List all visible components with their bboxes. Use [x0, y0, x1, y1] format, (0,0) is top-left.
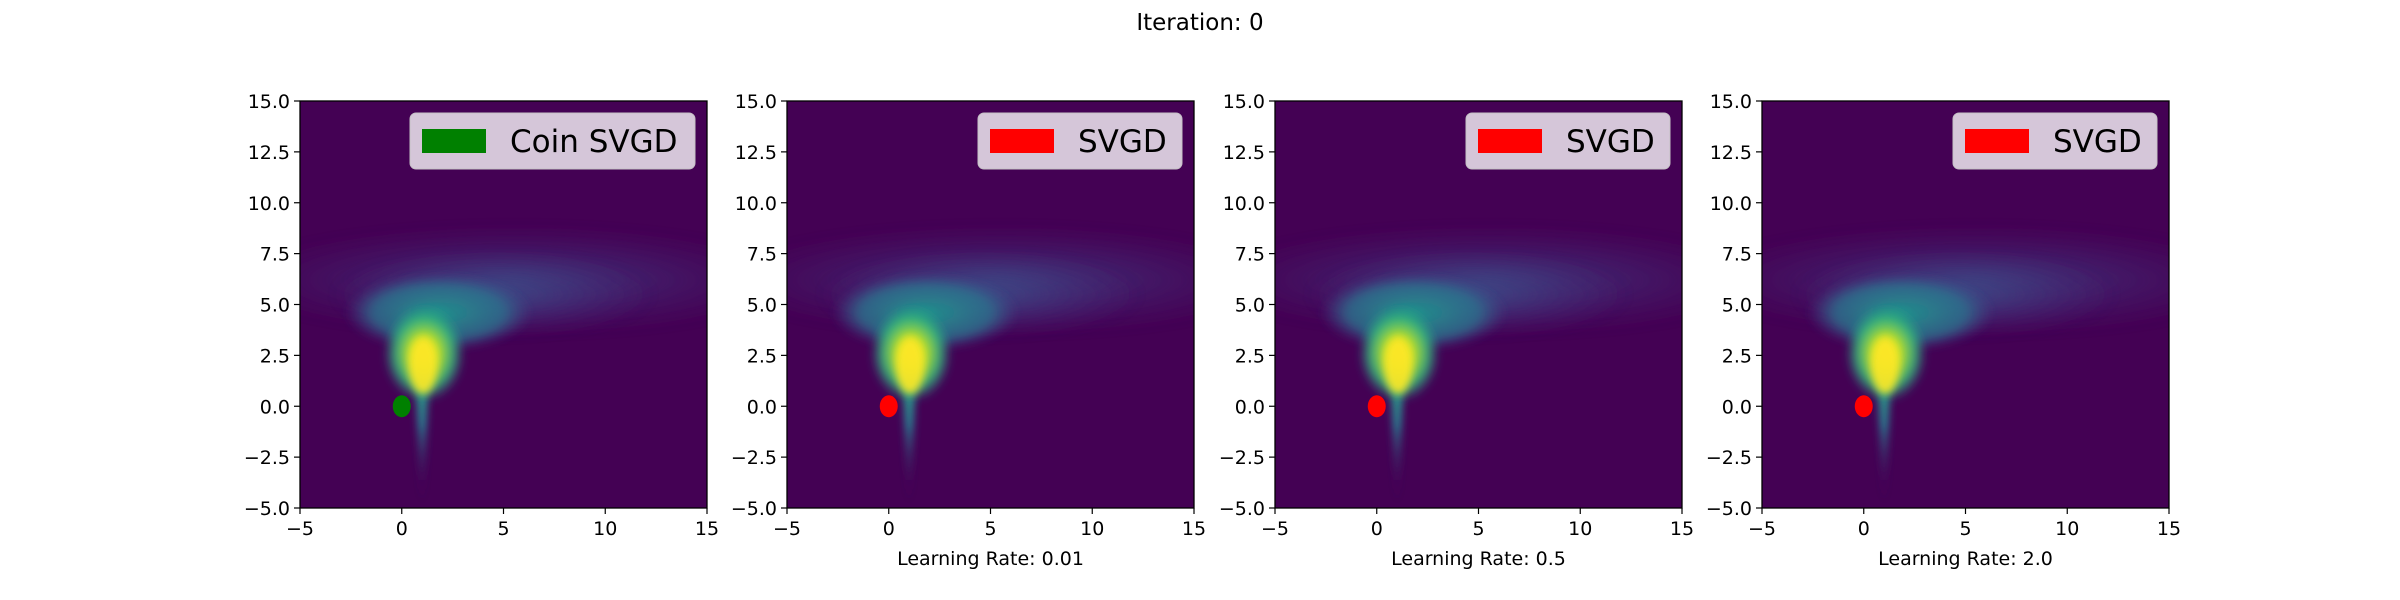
y-tick-label: 5.0 [1722, 295, 1752, 317]
y-tick-label: −2.5 [1219, 447, 1265, 469]
subplot-2: −5 0 5 10 15 −5.0 −2.5 0.0 2.5 5.0 7.5 10.0 12.5 15.0… [716, 91, 1286, 570]
y-tick-label: 2.5 [1722, 345, 1752, 367]
y-tick-label: 12.5 [735, 142, 777, 164]
y-tick-label: 10.0 [248, 193, 290, 215]
x-tick-label: 5 [1959, 518, 1971, 540]
legend-swatch [422, 129, 486, 153]
y-tick-label: 0.0 [260, 396, 290, 418]
x-tick-label: 10 [2055, 518, 2079, 540]
y-tick-label: −2.5 [1706, 447, 1752, 469]
y-tick-label: 2.5 [1235, 345, 1265, 367]
x-tick-label: 15 [2157, 518, 2181, 540]
x-axis-label: Learning Rate: 2.0 [1878, 548, 2053, 570]
x-tick-label: −5 [773, 518, 801, 540]
y-tick-label: 5.0 [747, 295, 777, 317]
legend-swatch [1965, 129, 2029, 153]
x-axis-label: Learning Rate: 0.5 [1391, 548, 1566, 570]
y-tick-label: 12.5 [248, 142, 290, 164]
y-tick-label: 7.5 [747, 244, 777, 266]
x-tick-label: 5 [984, 518, 996, 540]
figure-title: Iteration: 0 [1136, 10, 1263, 36]
y-tick-label: 5.0 [260, 295, 290, 317]
y-tick-label: 15.0 [735, 91, 777, 113]
x-axis-label: Learning Rate: 0.01 [897, 548, 1084, 570]
x-tick-label: 0 [396, 518, 408, 540]
legend-label: SVGD [2053, 124, 2142, 160]
y-tick-label: 15.0 [1223, 91, 1265, 113]
particle-cluster [393, 395, 411, 417]
x-tick-label: 5 [497, 518, 509, 540]
x-tick-label: 0 [1858, 518, 1870, 540]
legend: SVGD [1953, 113, 2157, 169]
y-tick-label: 10.0 [1223, 193, 1265, 215]
particle-cluster [1855, 395, 1873, 417]
y-tick-label: 15.0 [1710, 91, 1752, 113]
x-tick-label: 15 [1182, 518, 1206, 540]
y-tick-label: −5.0 [731, 498, 777, 520]
legend-label: SVGD [1078, 124, 1167, 160]
legend-swatch [1478, 129, 1542, 153]
y-tick-label: 0.0 [1722, 396, 1752, 418]
x-tick-label: 10 [1568, 518, 1592, 540]
y-tick-label: 5.0 [1235, 295, 1265, 317]
legend-label: SVGD [1566, 124, 1655, 160]
particle-cluster [880, 395, 898, 417]
x-tick-label: −5 [1748, 518, 1776, 540]
x-tick-label: 0 [883, 518, 895, 540]
y-tick-label: −2.5 [731, 447, 777, 469]
y-tick-label: 10.0 [735, 193, 777, 215]
y-tick-label: 7.5 [1235, 244, 1265, 266]
legend: Coin SVGD [410, 113, 695, 169]
x-tick-label: 10 [593, 518, 617, 540]
x-tick-label: 5 [1472, 518, 1484, 540]
legend-label: Coin SVGD [510, 124, 678, 160]
y-tick-label: −5.0 [244, 498, 290, 520]
subplot-1: −5 0 5 10 15 −5.0 −2.5 0.0 2.5 5.0 7.5 10.0 12.5 15.0… [229, 91, 799, 540]
legend-swatch [990, 129, 1054, 153]
y-tick-label: 0.0 [1235, 396, 1265, 418]
y-tick-label: −5.0 [1706, 498, 1752, 520]
x-tick-label: −5 [1261, 518, 1289, 540]
y-tick-label: 12.5 [1710, 142, 1752, 164]
x-tick-label: 15 [1670, 518, 1694, 540]
legend: SVGD [1466, 113, 1670, 169]
y-tick-label: 7.5 [1722, 244, 1752, 266]
y-tick-label: 7.5 [260, 244, 290, 266]
y-tick-label: 0.0 [747, 396, 777, 418]
y-tick-label: 10.0 [1710, 193, 1752, 215]
x-tick-label: 15 [695, 518, 719, 540]
y-tick-label: 12.5 [1223, 142, 1265, 164]
y-tick-label: 2.5 [747, 345, 777, 367]
x-tick-label: −5 [286, 518, 314, 540]
y-tick-label: −2.5 [244, 447, 290, 469]
y-tick-label: 2.5 [260, 345, 290, 367]
y-tick-label: −5.0 [1219, 498, 1265, 520]
y-tick-label: 15.0 [248, 91, 290, 113]
subplot-3: −5 0 5 10 15 −5.0 −2.5 0.0 2.5 5.0 7.5 10.0 12.5 15.0… [1204, 91, 1774, 570]
x-tick-label: 10 [1080, 518, 1104, 540]
subplot-4: −5 0 5 10 15 −5.0 −2.5 0.0 2.5 5.0 7.5 10.0 12.5 15.0… [1691, 91, 2261, 570]
x-tick-label: 0 [1371, 518, 1383, 540]
legend: SVGD [978, 113, 1182, 169]
particle-cluster [1368, 395, 1386, 417]
